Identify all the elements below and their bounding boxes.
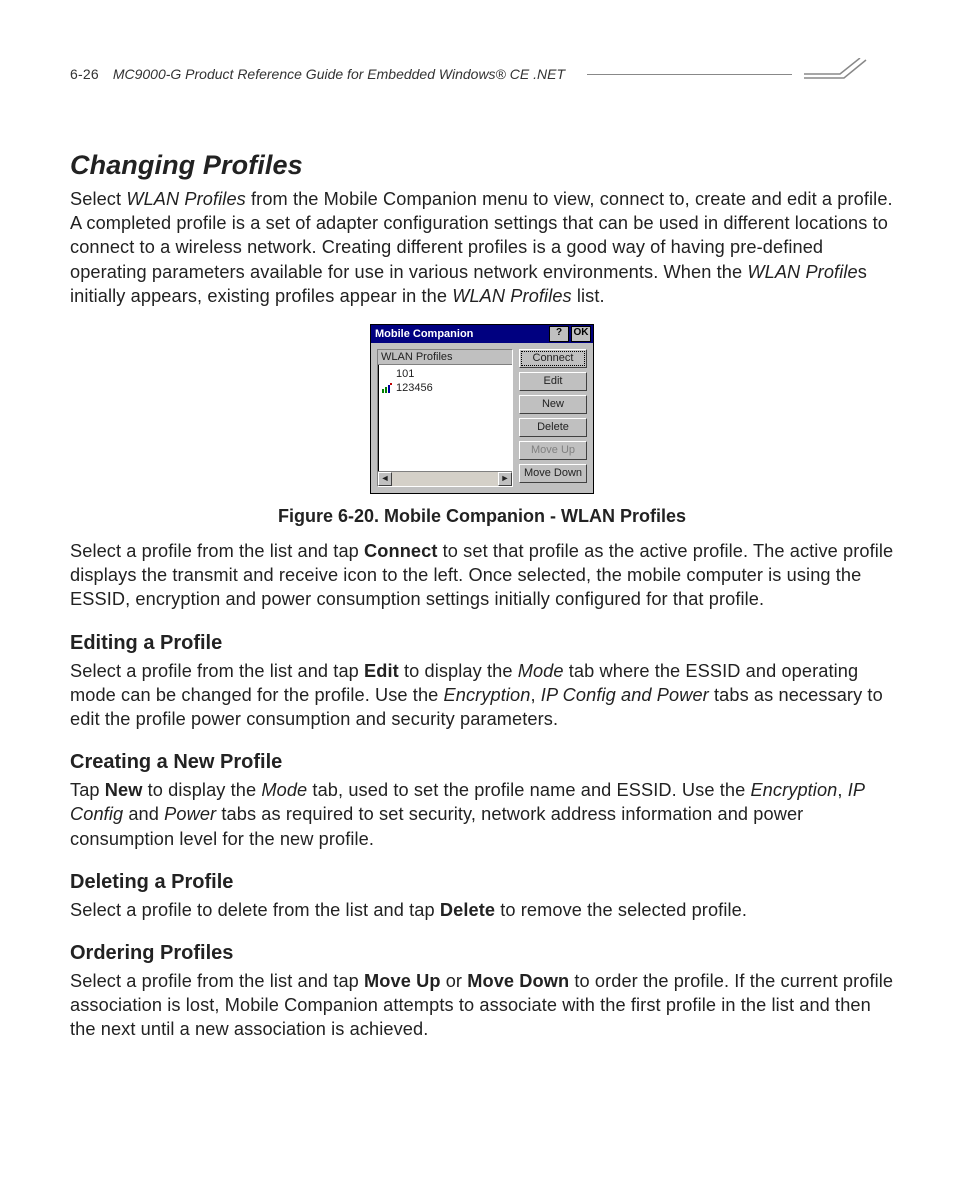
- figure: Mobile Companion ? OK WLAN Profiles 1011…: [70, 324, 894, 527]
- scroll-track[interactable]: [392, 472, 498, 486]
- subsection-paragraph: Tap New to display the Mode tab, used to…: [70, 778, 894, 851]
- delete-button[interactable]: Delete: [519, 418, 587, 437]
- header-rule: [587, 74, 792, 75]
- subsection-paragraph: Select a profile from the list and tap E…: [70, 659, 894, 732]
- subsection-heading: Editing a Profile: [70, 632, 894, 655]
- page-header: 6-26 MC9000-G Product Reference Guide fo…: [70, 58, 894, 90]
- list-header: WLAN Profiles: [378, 350, 512, 365]
- signal-icon: [381, 382, 393, 394]
- ce-title-text: Mobile Companion: [375, 328, 547, 340]
- subsection-paragraph: Select a profile from the list and tap M…: [70, 969, 894, 1042]
- doc-title: MC9000-G Product Reference Guide for Emb…: [113, 66, 565, 82]
- new-button[interactable]: New: [519, 395, 587, 414]
- move-down-button[interactable]: Move Down: [519, 464, 587, 483]
- list-item[interactable]: 101: [381, 367, 509, 381]
- help-button[interactable]: ?: [549, 326, 569, 342]
- ce-dialog: Mobile Companion ? OK WLAN Profiles 1011…: [370, 324, 594, 494]
- subsection-heading: Creating a New Profile: [70, 751, 894, 774]
- ok-button[interactable]: OK: [571, 326, 591, 342]
- list-item-label: 123456: [396, 381, 433, 395]
- edit-button[interactable]: Edit: [519, 372, 587, 391]
- page-number: 6-26: [70, 66, 99, 82]
- connect-button[interactable]: Connect: [519, 349, 587, 368]
- header-notch-icon: [804, 58, 894, 90]
- ce-titlebar: Mobile Companion ? OK: [371, 325, 593, 343]
- button-panel: Connect Edit New Delete Move Up Move Down: [519, 349, 587, 487]
- subsection-heading: Deleting a Profile: [70, 871, 894, 894]
- after-figure-paragraph: Select a profile from the list and tap C…: [70, 539, 894, 612]
- section-title: Changing Profiles: [70, 150, 894, 181]
- profile-listbox[interactable]: WLAN Profiles 101123456 ◄ ►: [377, 349, 513, 487]
- scroll-right-icon[interactable]: ►: [498, 472, 512, 486]
- list-item[interactable]: 123456: [381, 381, 509, 395]
- horizontal-scrollbar[interactable]: ◄ ►: [378, 471, 512, 486]
- scroll-left-icon[interactable]: ◄: [378, 472, 392, 486]
- intro-paragraph: Select WLAN Profiles from the Mobile Com…: [70, 187, 894, 308]
- list-item-label: 101: [396, 367, 414, 381]
- subsection-heading: Ordering Profiles: [70, 942, 894, 965]
- move-up-button: Move Up: [519, 441, 587, 460]
- list-items-container: 101123456: [378, 365, 512, 471]
- figure-caption: Figure 6-20. Mobile Companion - WLAN Pro…: [278, 506, 686, 527]
- subsection-paragraph: Select a profile to delete from the list…: [70, 898, 894, 922]
